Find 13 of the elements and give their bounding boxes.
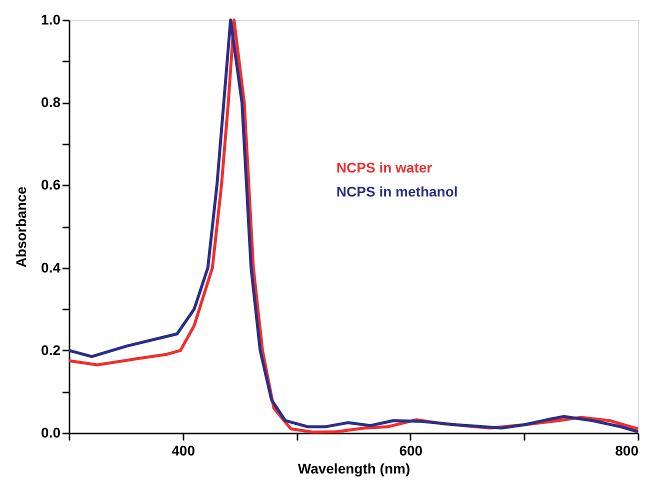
text: NCPS in water — [336, 160, 433, 176]
text: 1.0 — [41, 12, 60, 28]
y-tick-label: 0.4 — [41, 259, 61, 276]
text: 0.0 — [41, 424, 60, 440]
y-tick-label: 0.8 — [41, 94, 61, 110]
x-axis-title: Wavelength (nm) — [298, 460, 410, 476]
y-axis-title: Absorbance — [13, 186, 30, 268]
text: NCPS in methanol — [336, 184, 458, 200]
y-tick-label: 0.2 — [41, 342, 61, 358]
x-tick-label: 400 — [172, 442, 196, 458]
y-tick-label: 0.6 — [41, 176, 61, 193]
x-tick-label: 600 — [399, 442, 423, 458]
x-tick-label: 800 — [615, 442, 639, 458]
